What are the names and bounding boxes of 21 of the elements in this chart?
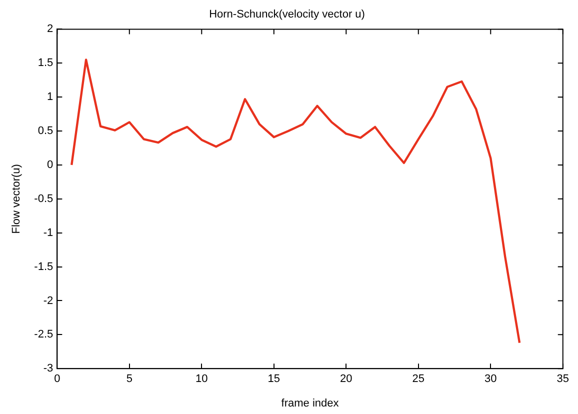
- y-tick-label: 1: [47, 91, 54, 104]
- x-tick-label: 20: [340, 373, 352, 386]
- y-tick-label: -3: [43, 362, 54, 375]
- y-tick-label: 0.5: [38, 125, 54, 138]
- x-axis-title: frame index: [281, 397, 340, 410]
- y-tick-label: -2: [43, 294, 54, 307]
- y-tick-label: 1.5: [38, 57, 54, 70]
- y-tick-label: -2.5: [34, 328, 54, 341]
- x-tick-label: 25: [412, 373, 425, 386]
- y-tick-label: 2: [47, 23, 54, 36]
- x-tick-label: 30: [484, 373, 497, 386]
- x-tick-label: 35: [556, 373, 570, 386]
- y-tick-label: -1: [43, 226, 54, 239]
- y-tick-label: -0.5: [34, 192, 54, 205]
- chart-title: Horn-Schunck(velocity vector u): [209, 8, 365, 21]
- y-tick-label: -1.5: [34, 260, 54, 273]
- y-axis-title: Flow vector(u): [10, 164, 23, 234]
- x-tick-label: 10: [196, 373, 208, 386]
- x-tick-label: 5: [126, 373, 132, 386]
- y-tick-label: 0: [47, 158, 54, 171]
- x-tick-label: 15: [268, 373, 280, 386]
